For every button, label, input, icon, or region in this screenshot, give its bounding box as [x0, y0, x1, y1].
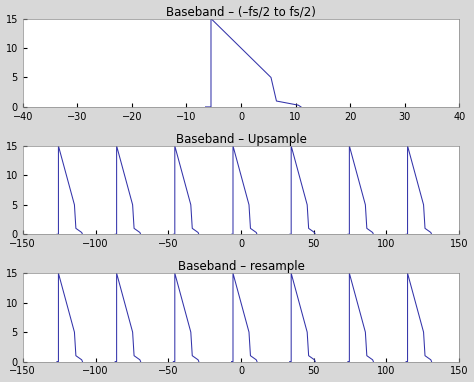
Title: Baseband – resample: Baseband – resample — [178, 260, 304, 273]
Title: Baseband – (–fs/2 to fs/2): Baseband – (–fs/2 to fs/2) — [166, 6, 316, 19]
Title: Baseband – Upsample: Baseband – Upsample — [175, 133, 306, 146]
